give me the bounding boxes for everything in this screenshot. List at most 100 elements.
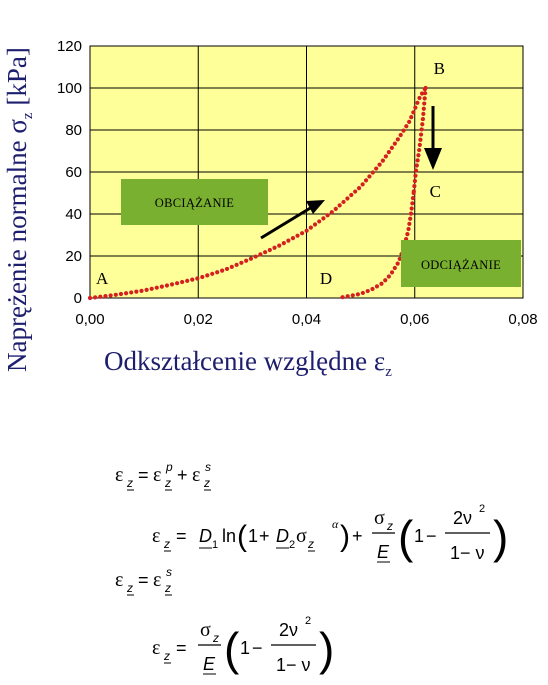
svg-text:1: 1 [240,638,250,658]
svg-text:s: s [205,460,211,474]
svg-text:=: = [138,465,149,485]
data-point [108,293,113,298]
svg-text:ε: ε [115,569,123,591]
data-point [340,295,345,300]
data-point [414,163,419,168]
svg-text:ε: ε [152,525,160,547]
svg-text:ln: ln [222,526,236,546]
data-point [244,258,249,263]
data-point [248,256,254,261]
data-point [98,294,103,299]
point-label-d: D [320,269,332,288]
loading-label: OBCIĄŻANIE [155,196,234,210]
svg-text:1− ν: 1− ν [276,655,311,675]
data-point [419,127,424,132]
data-point [312,222,318,227]
data-point [229,264,234,269]
point-label-b: B [434,59,445,78]
svg-text:z: z [163,537,170,551]
loading-box [121,179,268,225]
data-point [383,154,388,159]
data-point [180,279,185,285]
svg-text:α: α [332,517,339,531]
unloading-arrow [424,106,442,170]
data-point [374,166,379,171]
data-point [190,277,195,282]
data-point [392,141,397,146]
data-point [409,115,414,120]
data-point [363,178,369,183]
x-tick-label: 0,00 [75,311,104,328]
data-point [356,185,362,191]
data-point [411,190,416,196]
svg-text:p: p [165,460,173,474]
formula-elastic: ε z = σ z E ( 1 − 2ν 2 1− ν ) [152,615,334,675]
loading-arrow [260,200,325,240]
data-point [253,254,258,259]
stress-strain-chart: 0,00 0,02 0,04 0,06 0,08 0 20 40 60 80 100 120 A B C… [2,38,538,380]
y-tick-label: 120 [57,38,82,55]
data-point [123,291,129,296]
data-point [413,168,419,173]
data-point [408,216,413,221]
data-point [392,265,397,271]
data-point [417,142,422,148]
data-point [386,150,391,155]
unloading-box [401,240,521,287]
data-point [401,128,406,133]
x-tick-label: 0,06 [400,311,429,328]
data-point [350,293,355,298]
data-point [417,147,422,153]
svg-text:1: 1 [212,539,218,551]
data-point [418,132,424,137]
data-points [87,85,428,301]
data-point [333,206,338,211]
data-point [341,199,346,205]
data-point [325,213,330,218]
data-point [415,158,420,163]
data-point [134,289,139,294]
data-point [413,105,418,110]
svg-text:(: ( [224,623,240,675]
data-point [129,290,134,295]
data-point [195,276,200,281]
loading-annotation: OBCIĄŻANIE [121,179,268,225]
data-point [379,281,384,286]
data-point [407,221,412,226]
svg-text:s: s [166,565,172,579]
data-point [413,173,418,178]
data-point [258,252,263,257]
formulas: ε z = ε p z + ε s z ε z = D 1 ln ( 1 + D… [115,460,508,675]
data-point [404,124,409,129]
data-point [118,291,124,297]
data-point [409,206,414,211]
data-point [210,271,215,276]
svg-text:z: z [203,476,210,490]
svg-text:σ: σ [200,619,211,641]
y-tick-label: 60 [65,164,82,181]
data-point [365,288,370,294]
data-point [355,292,360,297]
svg-text:ε: ε [152,637,160,659]
svg-text:2: 2 [289,539,295,551]
svg-text:(: ( [398,511,414,563]
unloading-label: ODCIĄŻANIE [421,258,501,272]
data-point [185,278,190,283]
svg-text:=: = [138,570,149,590]
data-point [370,170,375,175]
data-point [329,210,334,215]
y-tick-label: 40 [65,206,82,223]
data-point [421,111,426,117]
svg-text:2ν: 2ν [279,620,298,640]
y-tick-label: 20 [65,248,82,265]
data-point [405,232,410,237]
svg-text:σ: σ [296,525,307,547]
data-point [377,162,382,167]
data-point [410,201,415,206]
svg-text:ε: ε [153,464,161,486]
data-point [417,95,422,101]
data-point [353,189,358,194]
svg-text:z: z [163,649,170,663]
x-tick-labels: 0,00 0,02 0,04 0,06 0,08 [75,311,537,328]
svg-text:−: − [426,526,437,546]
